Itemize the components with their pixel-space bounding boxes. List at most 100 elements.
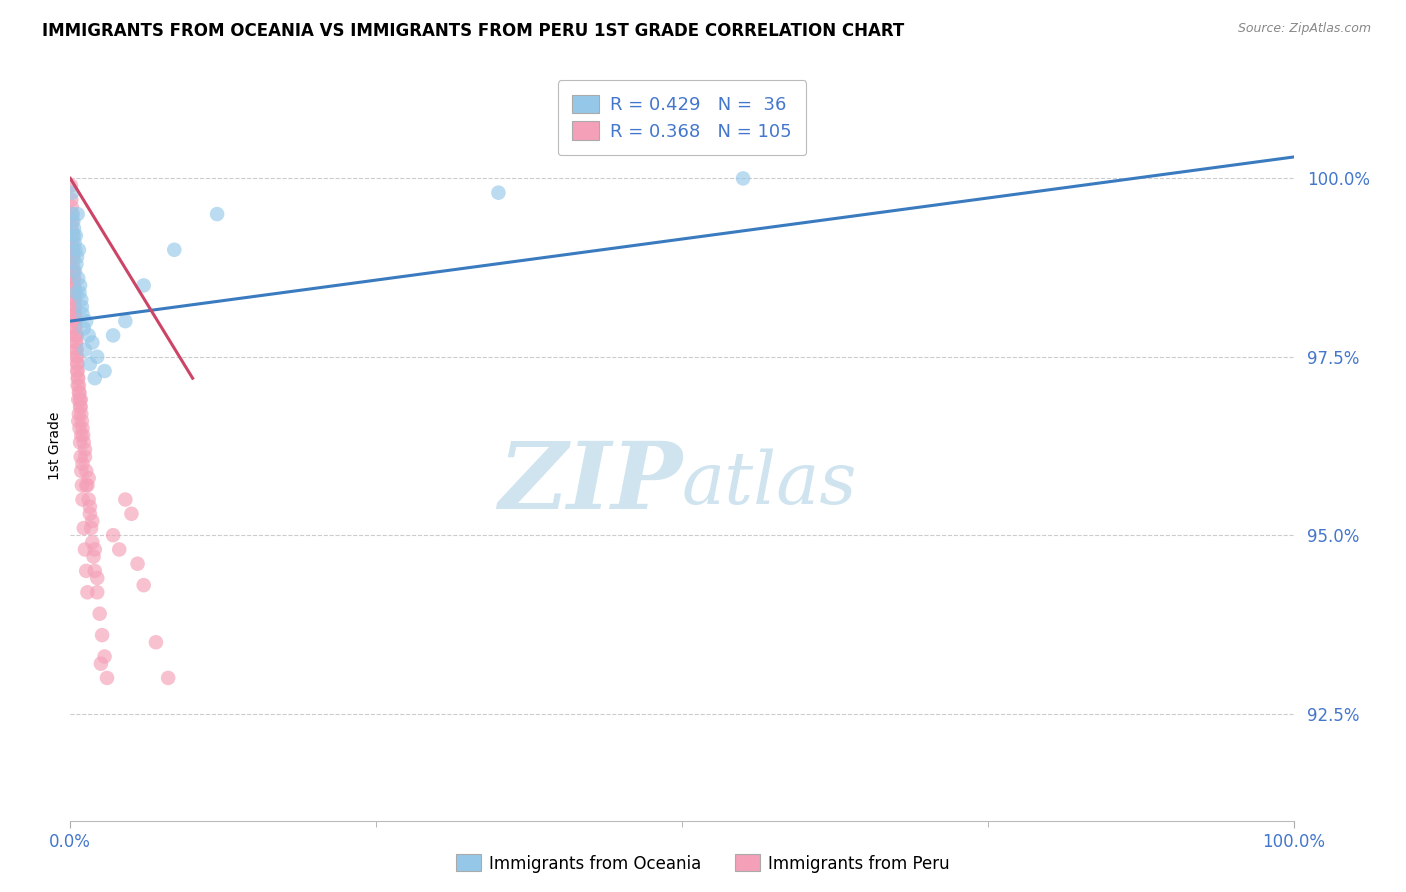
Point <box>75 564 97 578</box>
Point <box>82 514 104 528</box>
Point <box>60 235 83 250</box>
Point <box>67 371 90 385</box>
Point <box>70 428 93 442</box>
Point <box>93 649 115 664</box>
Point <box>65 350 87 364</box>
Point <box>67 385 90 400</box>
Point <box>72 457 94 471</box>
Point <box>69 385 91 400</box>
Point <box>66 378 89 392</box>
Point <box>73 321 96 335</box>
Point <box>70 293 93 307</box>
Point <box>66 207 89 221</box>
Point <box>82 535 104 549</box>
Point <box>66 328 89 343</box>
Point <box>65 321 87 335</box>
Point <box>72 421 94 435</box>
Point <box>60 243 83 257</box>
Point <box>63 300 86 314</box>
Point <box>62 264 84 278</box>
Point <box>62 278 84 293</box>
Point <box>63 243 86 257</box>
Point <box>79 507 101 521</box>
Point <box>77 328 100 343</box>
Point <box>108 542 131 557</box>
Point <box>62 207 84 221</box>
Point <box>69 450 91 464</box>
Point <box>65 314 87 328</box>
Point <box>62 250 84 264</box>
Point <box>63 235 86 250</box>
Point <box>65 343 87 357</box>
Point <box>65 228 87 243</box>
Point <box>157 671 180 685</box>
Point <box>70 464 93 478</box>
Point <box>65 335 87 350</box>
Point <box>733 171 755 186</box>
Point <box>65 285 87 300</box>
Point <box>69 400 91 414</box>
Point <box>69 421 91 435</box>
Point <box>72 428 94 442</box>
Point <box>127 557 149 571</box>
Text: ZIP: ZIP <box>498 439 682 528</box>
Point <box>69 435 91 450</box>
Point <box>89 607 111 621</box>
Point <box>67 392 90 407</box>
Point <box>75 314 97 328</box>
Point <box>65 335 87 350</box>
Point <box>80 521 103 535</box>
Point <box>62 250 84 264</box>
Point <box>75 464 97 478</box>
Point <box>62 243 84 257</box>
Point <box>60 193 83 207</box>
Point <box>63 307 86 321</box>
Legend: Immigrants from Oceania, Immigrants from Peru: Immigrants from Oceania, Immigrants from… <box>450 847 956 880</box>
Point <box>70 478 93 492</box>
Point <box>66 350 89 364</box>
Point <box>76 585 98 599</box>
Text: IMMIGRANTS FROM OCEANIA VS IMMIGRANTS FROM PERU 1ST GRADE CORRELATION CHART: IMMIGRANTS FROM OCEANIA VS IMMIGRANTS FR… <box>42 22 904 40</box>
Point <box>59 178 82 193</box>
Y-axis label: 1st Grade: 1st Grade <box>48 412 62 480</box>
Point <box>83 542 105 557</box>
Point <box>63 264 86 278</box>
Point <box>62 271 84 285</box>
Point <box>488 186 510 200</box>
Point <box>66 364 89 378</box>
Point <box>60 214 83 228</box>
Point <box>73 435 96 450</box>
Point <box>73 521 96 535</box>
Point <box>65 328 87 343</box>
Point <box>65 343 87 357</box>
Point <box>63 285 86 300</box>
Point <box>62 257 84 271</box>
Point <box>65 328 87 343</box>
Point <box>72 307 94 321</box>
Point <box>76 478 98 492</box>
Point <box>69 400 91 414</box>
Point <box>63 314 86 328</box>
Point <box>63 307 86 321</box>
Point <box>66 364 89 378</box>
Point <box>63 271 86 285</box>
Point <box>79 357 101 371</box>
Point <box>62 228 84 243</box>
Point <box>73 343 96 357</box>
Point <box>69 278 91 293</box>
Point <box>114 492 136 507</box>
Point <box>66 357 89 371</box>
Point <box>90 657 112 671</box>
Point <box>62 264 84 278</box>
Point <box>132 578 155 592</box>
Point <box>132 278 155 293</box>
Point <box>77 471 100 485</box>
Point <box>66 371 89 385</box>
Point <box>77 492 100 507</box>
Point <box>96 671 118 685</box>
Point <box>114 314 136 328</box>
Point <box>75 478 97 492</box>
Point <box>101 528 124 542</box>
Point <box>101 328 124 343</box>
Point <box>70 300 93 314</box>
